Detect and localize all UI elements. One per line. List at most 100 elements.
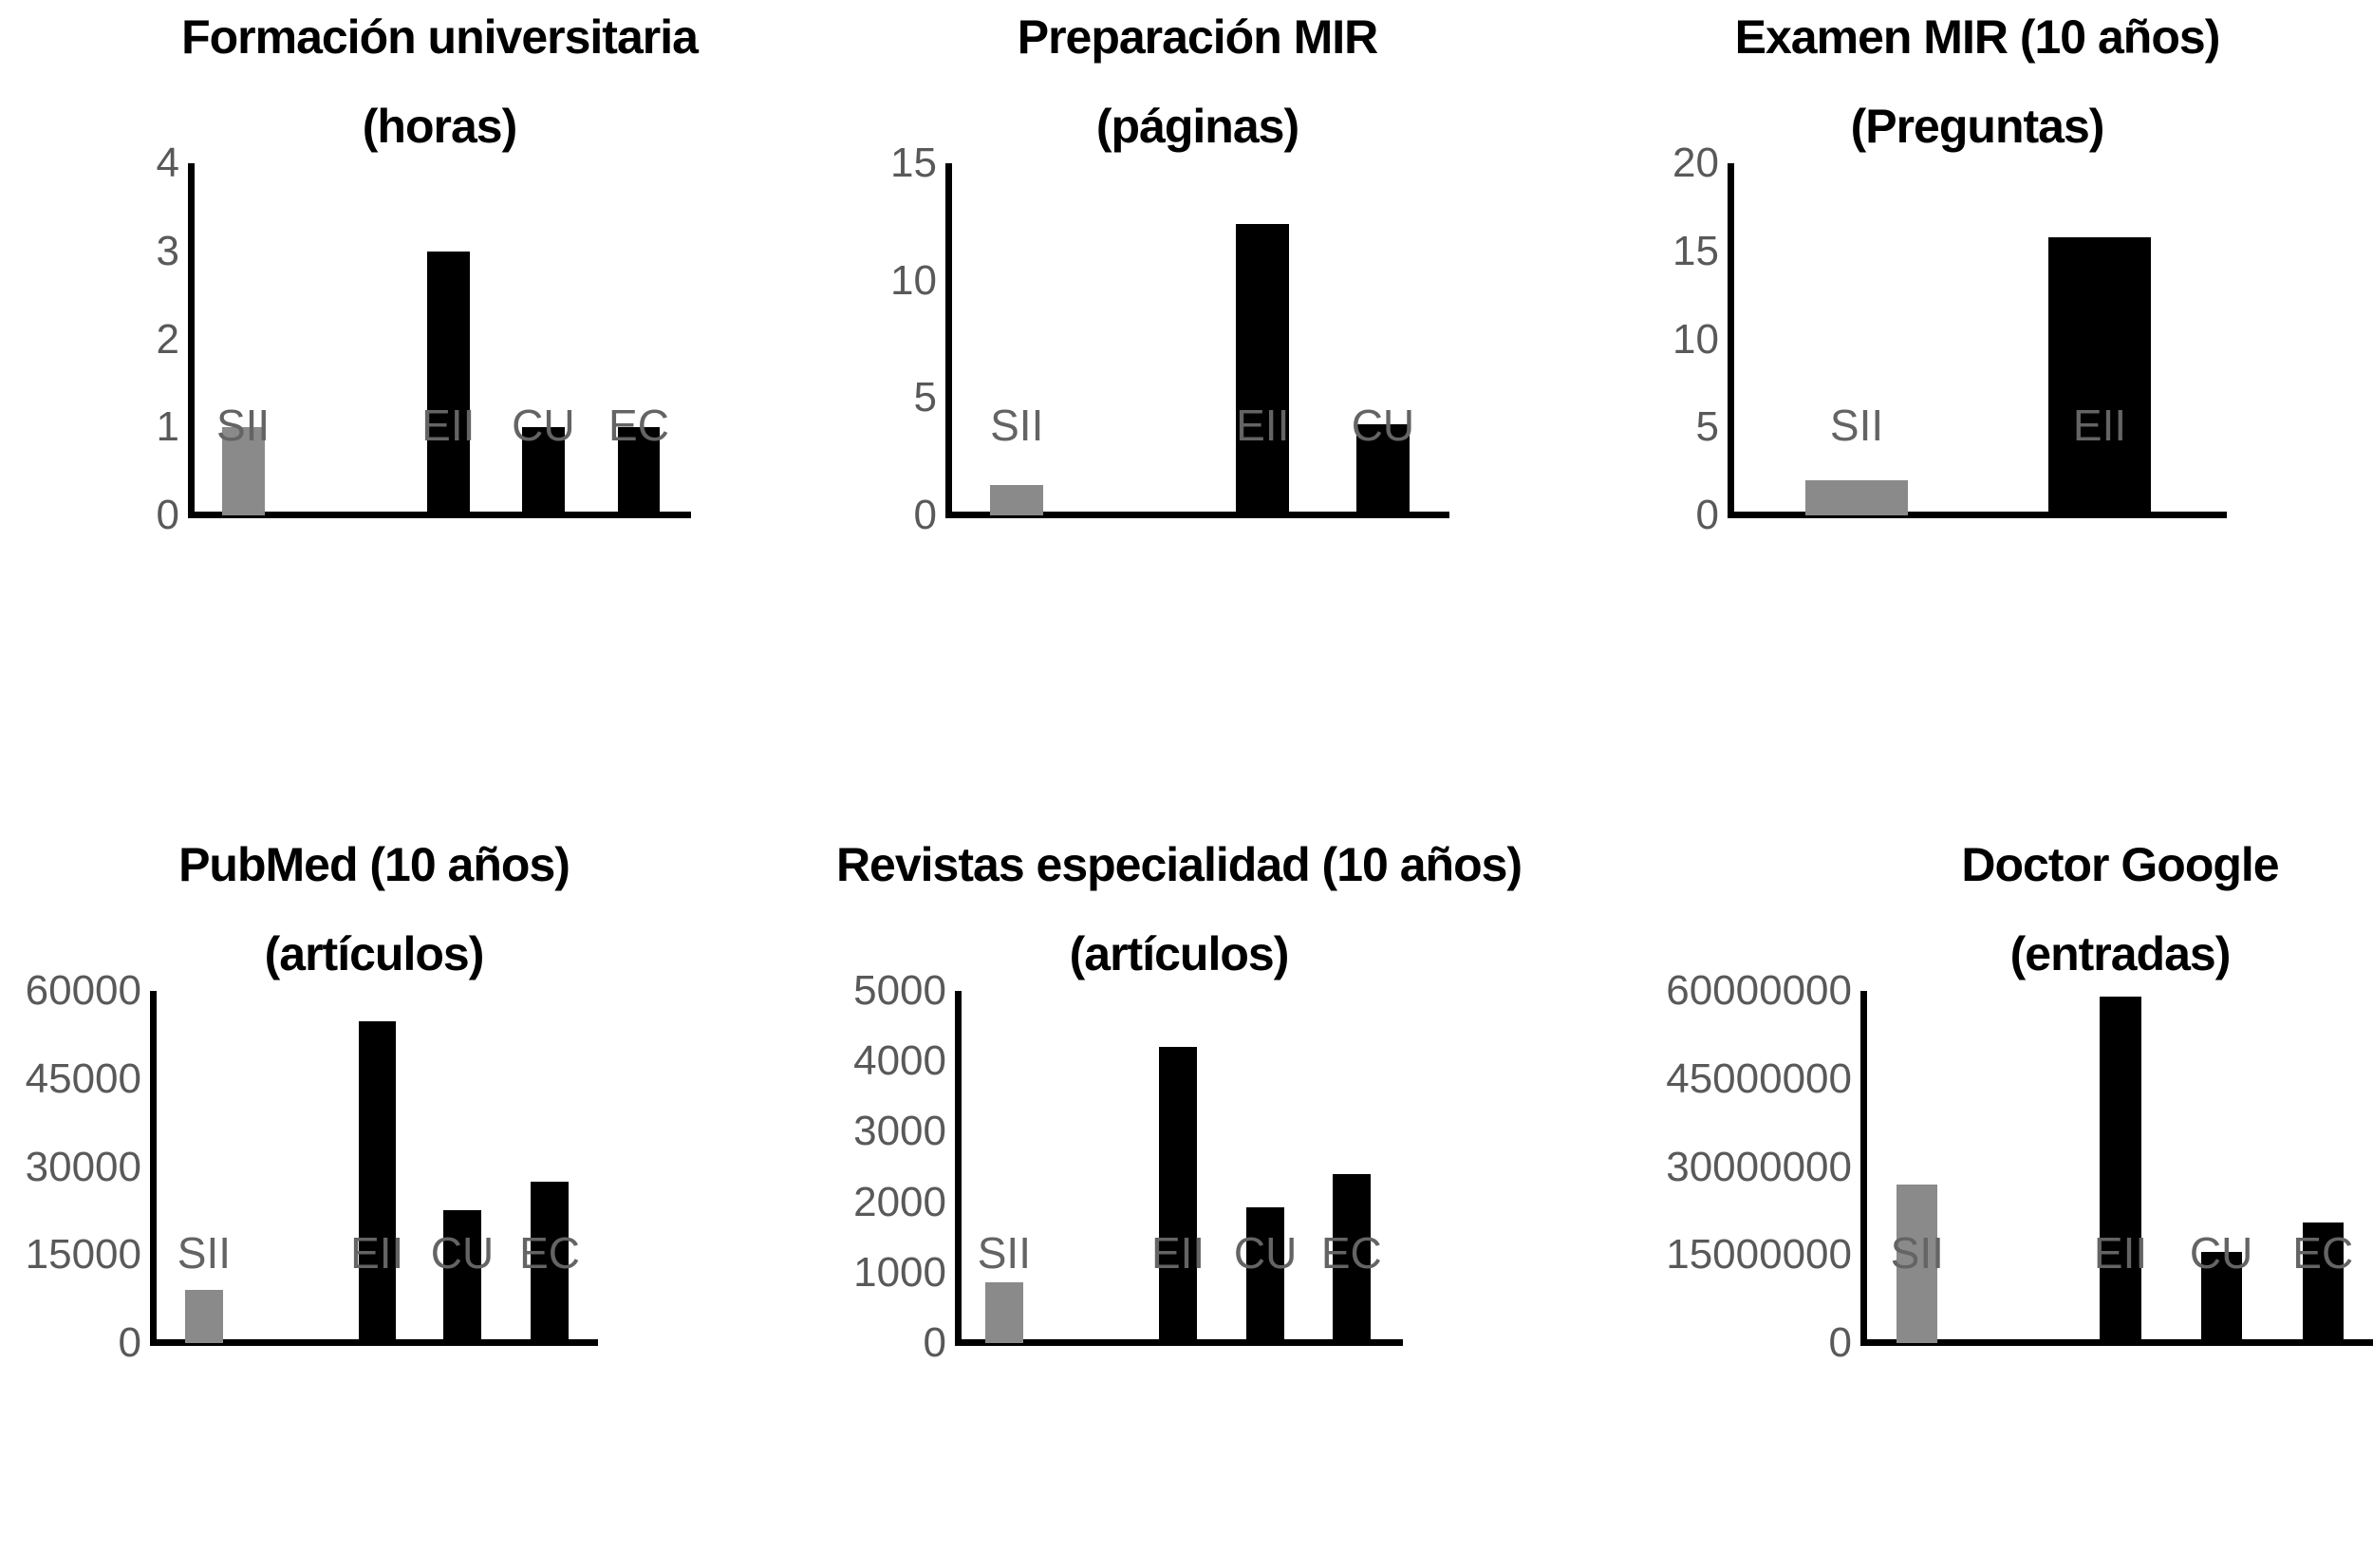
chart-title: Preparación MIR (páginas): [1017, 0, 1379, 171]
bar-cu: [521, 427, 565, 515]
x-category-label: CU: [512, 401, 575, 450]
bar-chart: Preparación MIR (páginas) 15 10 5 0 SII EII CU: [791, 0, 1581, 740]
bar-eii: [1159, 1047, 1197, 1343]
x-category-label: CU: [430, 1228, 495, 1278]
x-category-label: EC: [608, 401, 669, 450]
y-axis-line: [945, 163, 952, 515]
y-tick-label: 60000000: [1666, 967, 1852, 1014]
plot-area: [1728, 163, 2227, 518]
plot-area: [1860, 991, 2373, 1346]
bar-ec: [531, 1181, 569, 1343]
y-tick-label: 15: [890, 140, 937, 186]
y-tick-label: 30000000: [1666, 1143, 1852, 1190]
y-tick-label: 2000: [853, 1178, 946, 1225]
x-category-label: CU: [1351, 401, 1415, 450]
bar-eii: [1236, 224, 1290, 515]
bar-ec: [2302, 1223, 2344, 1343]
y-axis-line: [150, 991, 157, 1343]
bar-cu: [1356, 423, 1410, 515]
chart-title-line2: (páginas): [1095, 100, 1299, 153]
x-category-label: EII: [2072, 401, 2127, 450]
x-category-label: EII: [1150, 1228, 1205, 1278]
bar-chart: Doctor Google (entradas) 60000000 4500000…: [1582, 828, 2373, 1568]
bar-chart: PubMed (10 años) (artículos) 60000 45000 3…: [0, 828, 791, 1568]
chart-title: Doctor Google (entradas): [1961, 820, 2279, 999]
y-tick-label: 15: [1672, 227, 1719, 274]
y-tick-label: 3000: [853, 1108, 946, 1155]
x-category-label: EII: [2093, 1228, 2148, 1278]
y-tick-label: 1000: [853, 1248, 946, 1296]
bar-sii: [185, 1290, 223, 1343]
y-tick-label: 5000: [853, 967, 946, 1014]
y-tick-label: 20: [1672, 140, 1719, 186]
y-tick-label: 0: [913, 492, 937, 538]
chart-title: PubMed (10 años) (artículos): [178, 820, 570, 999]
x-axis-line: [945, 512, 1449, 518]
chart-title-line1: Revistas especialidad (10 años): [835, 838, 1523, 891]
y-tick-label: 45000000: [1666, 1055, 1852, 1102]
y-tick-label: 10: [1672, 315, 1719, 363]
y-tick-label: 0: [1828, 1319, 1852, 1366]
x-category-label: EII: [421, 401, 476, 450]
y-tick-label: 0: [118, 1319, 141, 1366]
x-category-label: CU: [1233, 1228, 1298, 1278]
chart-title: Examen MIR (10 años) (Preguntas): [1734, 0, 2221, 171]
chart-title-line1: PubMed (10 años): [178, 838, 570, 891]
y-tick-label: 5: [1695, 403, 1719, 451]
x-axis-line: [1728, 512, 2227, 518]
x-category-label: EII: [1236, 401, 1290, 450]
x-category-label: SII: [215, 401, 271, 450]
x-category-label: SII: [177, 1228, 232, 1278]
chart-title-line1: Examen MIR (10 años): [1734, 10, 2221, 64]
y-tick-label: 15000: [25, 1231, 141, 1279]
x-category-label: EC: [2292, 1228, 2354, 1278]
y-axis-line: [955, 991, 962, 1343]
y-axis-line: [188, 163, 195, 515]
plot-area: [955, 991, 1403, 1346]
bar-chart: Examen MIR (10 años) (Preguntas) 20 15 10 5…: [1582, 0, 2373, 740]
y-tick-label: 60000: [25, 967, 141, 1014]
y-tick-label: 0: [156, 492, 179, 538]
y-tick-label: 10: [890, 256, 937, 304]
bar-cu: [443, 1210, 481, 1343]
y-tick-label: 4: [156, 140, 179, 186]
chart-title-line1: Doctor Google: [1961, 838, 2279, 891]
x-category-label: SII: [1829, 401, 1884, 450]
bar-sii: [1804, 479, 1909, 515]
plot-area: [945, 163, 1449, 518]
x-category-label: SII: [977, 1228, 1031, 1278]
bar-sii: [990, 484, 1044, 515]
bar-cu: [2200, 1252, 2242, 1343]
bar-chart: Revistas especialidad (10 años) (artícul…: [791, 828, 1581, 1568]
chart-title-line2: (horas): [362, 100, 517, 153]
y-tick-label: 45000: [25, 1055, 141, 1102]
y-tick-label: 1: [156, 403, 179, 451]
plot-area: [150, 991, 598, 1346]
x-category-label: CU: [2189, 1228, 2253, 1278]
bar-sii: [984, 1282, 1023, 1343]
bar-chart: Formación universitaria (horas) 4 3 2 1 0 SII…: [0, 0, 791, 740]
x-category-label: SII: [990, 401, 1044, 450]
x-category-label: EC: [519, 1228, 580, 1278]
y-axis-line: [1728, 163, 1734, 515]
chart-title-line2: (artículos): [1069, 927, 1290, 980]
x-category-label: EC: [1320, 1228, 1382, 1278]
bar-ec: [1332, 1173, 1371, 1343]
plot-area: [188, 163, 691, 518]
chart-title-line2: (artículos): [264, 927, 485, 980]
y-tick-label: 3: [156, 227, 179, 274]
bar-sii: [221, 427, 265, 515]
bar-eii: [358, 1021, 396, 1343]
bar-eii: [2100, 997, 2141, 1343]
y-tick-label: 0: [923, 1319, 946, 1366]
chart-title: Formación universitaria (horas): [181, 0, 699, 171]
chart-title-line2: (entradas): [2009, 927, 2232, 980]
bar-ec: [617, 427, 661, 515]
chart-title: Revistas especialidad (10 años) (artícul…: [835, 820, 1523, 999]
chart-title-line1: Formación universitaria: [181, 10, 699, 64]
chart-title-line2: (Preguntas): [1850, 100, 2105, 153]
chart-title-line1: Preparación MIR: [1017, 10, 1379, 64]
bar-eii: [2047, 236, 2152, 515]
y-axis-line: [1860, 991, 1867, 1343]
y-tick-label: 30000: [25, 1143, 141, 1190]
